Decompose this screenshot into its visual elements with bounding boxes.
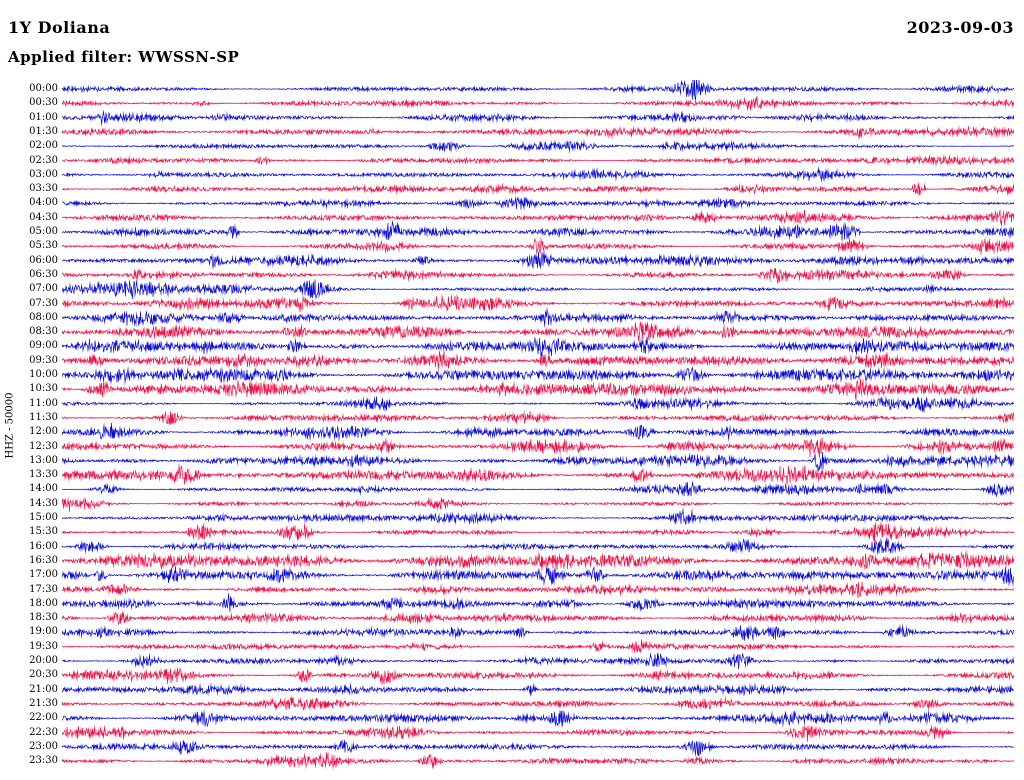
- time-label: 09:30: [29, 354, 58, 366]
- time-label: 10:30: [29, 383, 58, 395]
- date-label: 2023-09-03: [906, 18, 1014, 37]
- time-label: 07:30: [29, 297, 58, 309]
- time-label: 03:30: [29, 183, 58, 195]
- time-label: 00:30: [29, 97, 58, 109]
- time-label: 08:00: [29, 311, 58, 323]
- time-label: 11:30: [29, 411, 58, 423]
- channel-scale-axis-label: HHZ - 50000: [4, 392, 16, 459]
- time-label: 06:00: [29, 254, 58, 266]
- time-label: 23:00: [29, 740, 58, 752]
- time-label: 21:30: [29, 697, 58, 709]
- time-label: 14:00: [29, 483, 58, 495]
- time-label: 12:00: [29, 426, 58, 438]
- time-label: 16:30: [29, 554, 58, 566]
- time-label: 22:00: [29, 712, 58, 724]
- time-label: 05:30: [29, 240, 58, 252]
- time-label: 14:30: [29, 497, 58, 509]
- time-label: 16:00: [29, 540, 58, 552]
- time-label: 04:30: [29, 211, 58, 223]
- time-label: 11:00: [29, 397, 58, 409]
- time-label: 09:00: [29, 340, 58, 352]
- time-label: 04:00: [29, 197, 58, 209]
- time-label: 21:00: [29, 683, 58, 695]
- time-label: 03:00: [29, 168, 58, 180]
- time-label: 17:00: [29, 569, 58, 581]
- time-label: 18:00: [29, 597, 58, 609]
- time-label: 01:30: [29, 125, 58, 137]
- applied-filter-label: Applied filter: WWSSN-SP: [8, 48, 240, 66]
- time-label: 19:30: [29, 640, 58, 652]
- time-label: 18:30: [29, 612, 58, 624]
- time-label: 08:30: [29, 326, 58, 338]
- time-label: 05:00: [29, 226, 58, 237]
- time-label: 00:00: [29, 83, 58, 94]
- station-title: 1Y Doliana: [8, 18, 111, 37]
- time-label: 06:30: [29, 268, 58, 280]
- time-label: 13:30: [29, 469, 58, 481]
- time-label: 19:00: [29, 626, 58, 638]
- time-label: 07:00: [29, 283, 58, 295]
- time-label: 15:30: [29, 526, 58, 538]
- time-label: 10:00: [29, 369, 58, 380]
- seismogram-traces-canvas: [62, 80, 1014, 772]
- time-label: 20:00: [29, 655, 58, 666]
- time-label: 20:30: [29, 669, 58, 681]
- time-label: 15:00: [29, 512, 58, 523]
- time-label: 13:00: [29, 454, 58, 466]
- time-label: 22:30: [29, 726, 58, 738]
- time-label: 01:00: [29, 111, 58, 123]
- time-label: 12:30: [29, 440, 58, 452]
- time-label: 17:30: [29, 583, 58, 595]
- time-label: 23:30: [29, 755, 58, 767]
- time-label: 02:00: [29, 140, 58, 152]
- time-label: 02:30: [29, 154, 58, 166]
